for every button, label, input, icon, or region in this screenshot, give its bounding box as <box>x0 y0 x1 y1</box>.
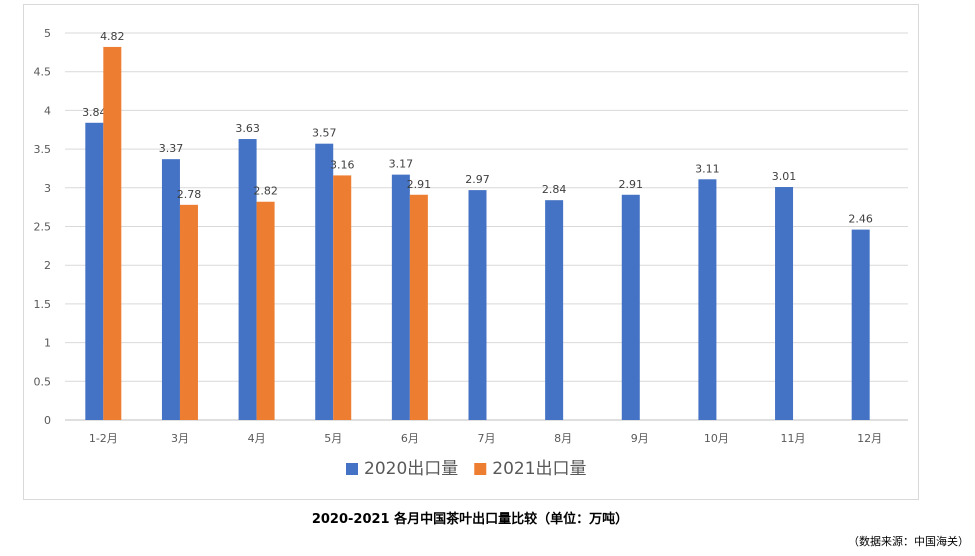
data-label: 2.84 <box>542 183 567 196</box>
data-label: 3.84 <box>82 106 107 119</box>
legend-label: 2021出口量 <box>492 459 586 479</box>
data-label: 3.37 <box>159 142 184 155</box>
bar <box>179 204 198 420</box>
bar <box>161 159 180 421</box>
data-label: 2.91 <box>407 178 432 191</box>
y-tick-label: 2.5 <box>34 221 52 234</box>
data-label: 3.16 <box>330 158 355 171</box>
data-label: 4.82 <box>100 30 125 43</box>
x-tick-label: 9月 <box>631 432 649 445</box>
bar <box>238 139 257 420</box>
data-label: 3.63 <box>235 122 260 135</box>
data-label: 3.11 <box>695 162 720 175</box>
y-tick-label: 1 <box>44 337 51 350</box>
y-tick-label: 3.5 <box>34 143 52 156</box>
data-label: 3.57 <box>312 127 337 140</box>
y-tick-label: 3 <box>44 182 51 195</box>
bar <box>333 175 352 420</box>
bar <box>409 194 428 420</box>
x-tick-label: 8月 <box>554 432 572 445</box>
bar <box>621 194 640 420</box>
data-label: 3.01 <box>772 170 797 183</box>
bar <box>256 201 275 420</box>
data-label: 2.82 <box>253 185 278 198</box>
x-tick-label: 12月 <box>857 432 882 445</box>
data-label: 2.78 <box>177 188 202 201</box>
y-tick-label: 0 <box>44 414 51 427</box>
bar <box>85 122 104 420</box>
y-tick-label: 4 <box>44 104 51 117</box>
legend-swatch <box>474 463 487 475</box>
y-tick-label: 2 <box>44 259 51 272</box>
x-tick-label: 11月 <box>781 432 806 445</box>
chart-frame <box>23 4 919 500</box>
x-tick-label: 3月 <box>171 432 189 445</box>
bar <box>103 46 122 420</box>
bar <box>315 143 334 420</box>
data-label: 2.97 <box>465 173 490 186</box>
bar <box>698 179 717 420</box>
x-tick-label: 10月 <box>704 432 729 445</box>
x-tick-label: 6月 <box>401 432 419 445</box>
x-tick-label: 5月 <box>324 432 342 445</box>
y-tick-label: 4.5 <box>34 66 52 79</box>
legend-swatch <box>346 463 358 475</box>
y-tick-label: 0.5 <box>34 375 52 388</box>
data-label: 2.91 <box>619 178 644 191</box>
x-tick-label: 7月 <box>478 432 496 445</box>
y-tick-label: 1.5 <box>34 298 52 311</box>
bar <box>545 200 564 420</box>
legend-label: 2020出口量 <box>364 459 458 479</box>
bar <box>468 190 487 420</box>
bar <box>391 174 410 420</box>
source-note: （数据来源：中国海关） <box>848 535 969 548</box>
chart-title: 2020-2021 各月中国茶叶出口量比较（单位：万吨） <box>311 512 629 527</box>
data-label: 3.17 <box>389 158 414 171</box>
y-tick-label: 5 <box>44 27 51 40</box>
x-tick-label: 4月 <box>248 432 266 445</box>
x-tick-label: 1-2月 <box>89 432 118 445</box>
bar <box>851 229 870 420</box>
data-label: 2.46 <box>848 213 873 226</box>
bar <box>775 187 794 420</box>
